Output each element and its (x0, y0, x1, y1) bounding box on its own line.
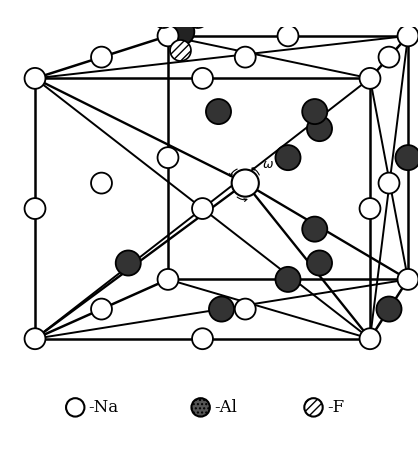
Circle shape (158, 269, 178, 290)
Circle shape (359, 329, 380, 349)
Text: -F: -F (327, 399, 344, 416)
FancyArrowPatch shape (252, 168, 259, 175)
Circle shape (187, 7, 208, 28)
Circle shape (398, 25, 418, 46)
Circle shape (91, 299, 112, 320)
Circle shape (275, 145, 301, 170)
Circle shape (206, 99, 231, 124)
Circle shape (377, 296, 402, 321)
Circle shape (191, 398, 210, 417)
Circle shape (170, 40, 191, 61)
Circle shape (25, 68, 46, 89)
FancyArrowPatch shape (229, 169, 237, 177)
Circle shape (235, 299, 256, 320)
Text: -Al: -Al (214, 399, 237, 416)
Circle shape (25, 198, 46, 219)
Circle shape (278, 269, 298, 290)
Circle shape (302, 99, 327, 124)
Circle shape (206, 0, 227, 16)
FancyArrowPatch shape (237, 197, 247, 202)
Circle shape (66, 398, 84, 417)
Circle shape (232, 169, 259, 197)
Circle shape (116, 251, 141, 276)
Circle shape (147, 0, 168, 16)
Circle shape (91, 173, 112, 194)
Circle shape (398, 147, 418, 168)
Circle shape (25, 329, 46, 349)
Circle shape (153, 7, 174, 28)
Circle shape (192, 68, 213, 89)
Circle shape (307, 251, 332, 276)
Circle shape (192, 329, 213, 349)
Circle shape (278, 25, 298, 46)
Circle shape (359, 198, 380, 219)
Circle shape (379, 173, 400, 194)
Circle shape (275, 267, 301, 292)
Circle shape (395, 145, 418, 170)
Circle shape (158, 147, 178, 168)
Circle shape (158, 25, 178, 46)
Circle shape (398, 269, 418, 290)
Text: -Na: -Na (89, 399, 119, 416)
Circle shape (304, 398, 323, 417)
Circle shape (91, 47, 112, 67)
Circle shape (278, 147, 298, 168)
Circle shape (235, 47, 256, 67)
Circle shape (307, 116, 332, 141)
Text: $\omega$: $\omega$ (262, 158, 274, 170)
Circle shape (192, 198, 213, 219)
Circle shape (379, 47, 400, 67)
Circle shape (379, 299, 400, 320)
Circle shape (167, 18, 194, 45)
Circle shape (302, 217, 327, 242)
Circle shape (359, 68, 380, 89)
Circle shape (209, 296, 234, 321)
